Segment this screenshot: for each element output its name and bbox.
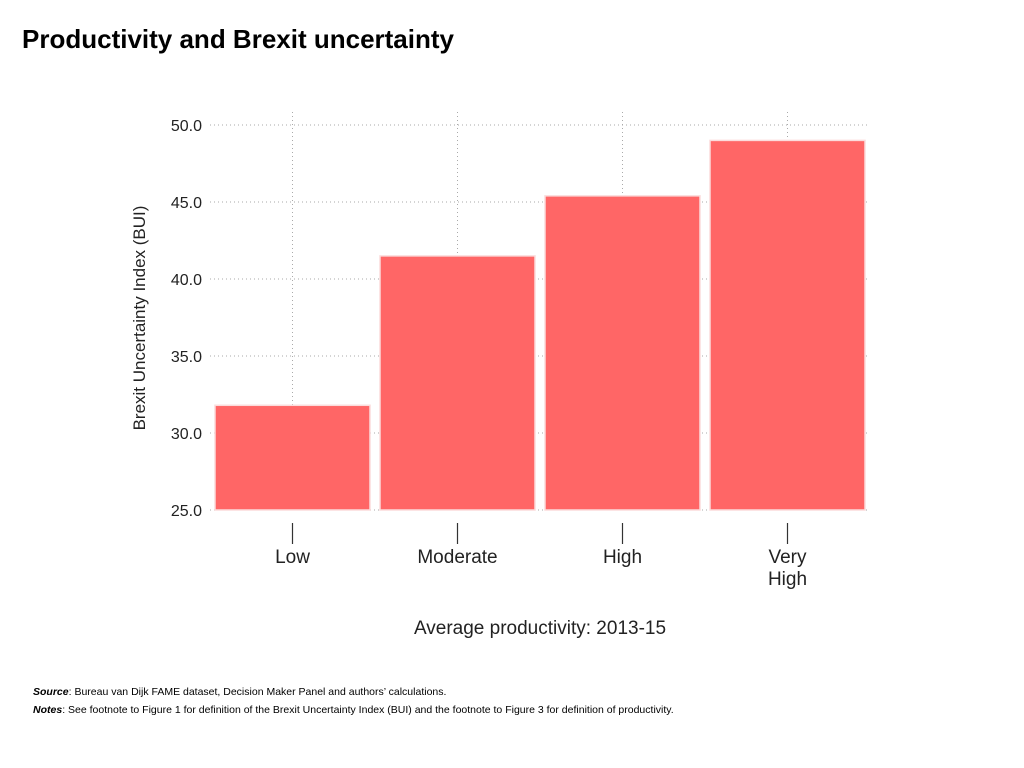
bar-low <box>214 404 371 511</box>
y-tick-label: 30.0 <box>171 426 202 443</box>
x-axis-label: Average productivity: 2013-15 <box>414 618 666 639</box>
source-text: : Bureau van Dijk FAME dataset, Decision… <box>68 686 447 698</box>
bar-high <box>544 195 701 511</box>
bar-chart: 25.0 30.0 35.0 40.0 45.0 50.0 Low Moderate High V… <box>130 112 870 639</box>
source-label: Source <box>33 686 69 698</box>
y-tick-label: 35.0 <box>171 349 202 366</box>
notes-label: Notes <box>33 704 63 716</box>
notes-note: Notes: See footnote to Figure 1 for defi… <box>33 704 674 716</box>
source-note: Source: Bureau van Dijk FAME dataset, De… <box>33 686 446 698</box>
y-tick-label: 50.0 <box>171 118 202 135</box>
y-axis-label: Brexit Uncertainty Index (BUI) <box>130 206 149 431</box>
x-tick-label: Very High <box>768 547 807 590</box>
x-tick-label: Moderate <box>417 547 497 568</box>
bar-very-high <box>709 139 866 511</box>
notes-text: : See footnote to Figure 1 for definitio… <box>62 704 674 716</box>
y-tick-label: 40.0 <box>171 272 202 289</box>
x-tick-label: Low <box>275 547 310 568</box>
chart-title: Productivity and Brexit uncertainty <box>22 24 454 54</box>
y-tick-label: 45.0 <box>171 195 202 212</box>
bar-moderate <box>379 255 536 511</box>
y-tick-label: 25.0 <box>171 503 202 520</box>
x-tick-label: High <box>603 547 642 568</box>
